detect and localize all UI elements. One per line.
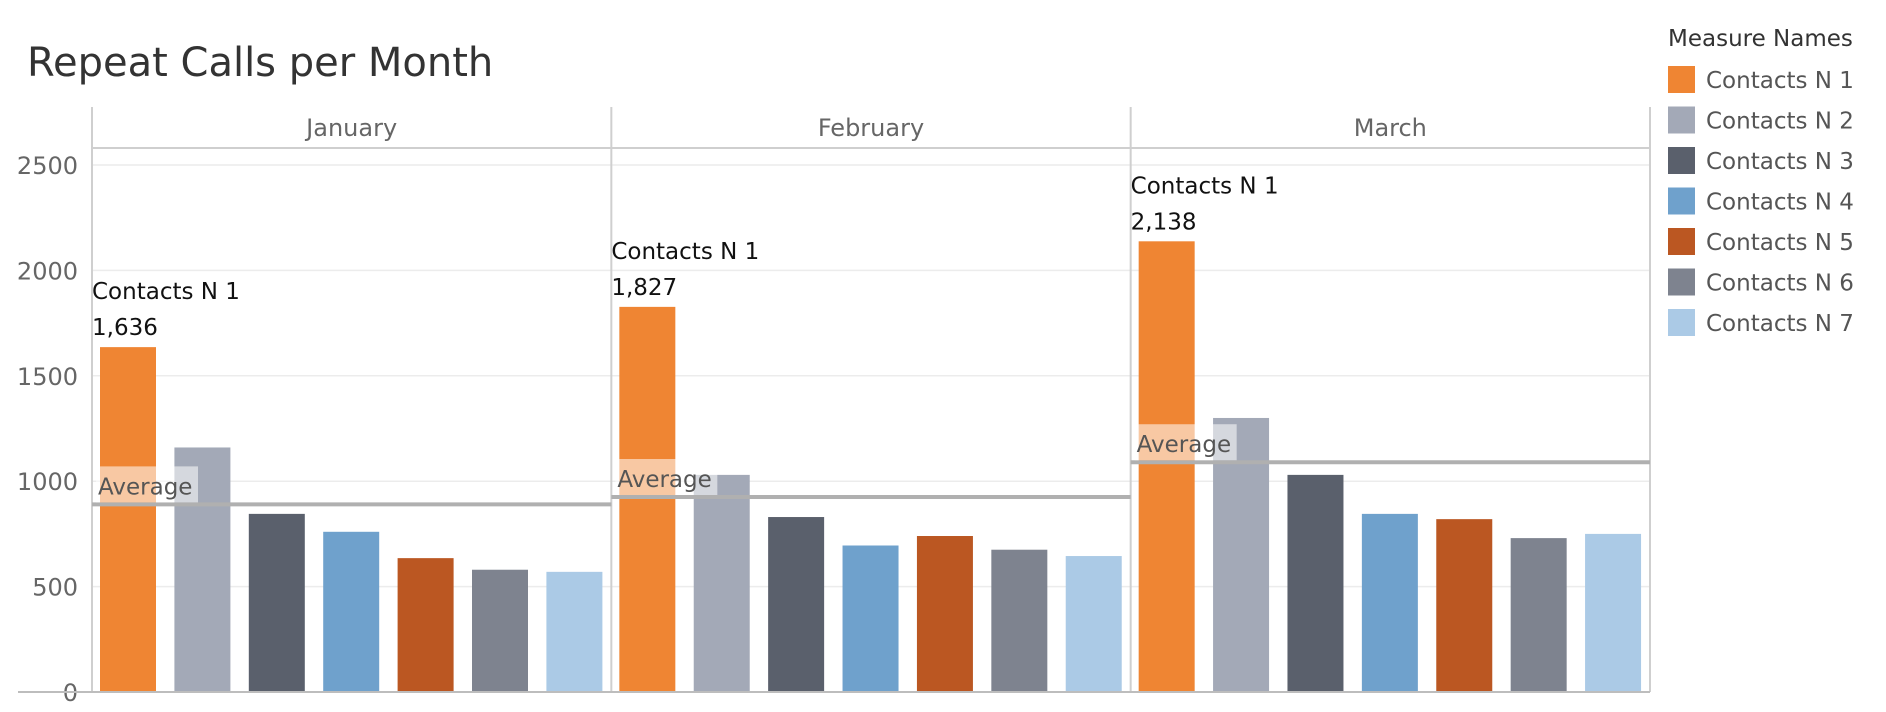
bar <box>1585 533 1642 692</box>
bar <box>768 517 825 692</box>
y-tick-label: 500 <box>32 574 78 602</box>
annotation-value: 1,636 <box>92 315 158 341</box>
bar <box>546 571 603 692</box>
legend: Contacts N 1 Contacts N 2 Contacts N 3 Cont… <box>1668 66 1854 337</box>
legend-swatch <box>1668 268 1695 296</box>
average-label: Average <box>1137 432 1231 458</box>
legend-item-label: Contacts N 2 <box>1706 109 1854 135</box>
bar <box>397 558 454 692</box>
legend-item-label: Contacts N 7 <box>1706 311 1854 337</box>
y-tick-label: 2500 <box>17 152 78 180</box>
bar <box>1138 241 1195 692</box>
bar <box>1510 538 1567 692</box>
bar <box>1065 556 1122 692</box>
legend-swatch <box>1668 147 1695 174</box>
legend-item-label: Contacts N 3 <box>1706 149 1854 175</box>
y-tick-label: 2000 <box>17 257 78 285</box>
legend-item-label: Contacts N 6 <box>1706 271 1854 297</box>
annotation-series-label: Contacts N 1 <box>611 239 759 265</box>
month-header: March <box>1354 114 1427 142</box>
bar <box>100 347 156 692</box>
average-label: Average <box>617 467 711 493</box>
average-label-bg <box>615 459 718 496</box>
bar <box>1287 474 1344 692</box>
legend-title: Measure Names <box>1668 26 1853 52</box>
annotation-value: 1,827 <box>611 275 677 301</box>
legend-item-label: Contacts N 1 <box>1706 68 1854 94</box>
bar <box>991 549 1048 692</box>
legend-item-label: Contacts N 4 <box>1706 190 1854 216</box>
y-tick-label: 1000 <box>17 468 78 496</box>
y-tick-label: 1500 <box>17 363 78 391</box>
bar <box>619 306 676 692</box>
annotation-value: 2,138 <box>1131 209 1197 235</box>
bar <box>1436 519 1493 692</box>
legend-swatch <box>1668 228 1695 255</box>
legend-swatch <box>1668 106 1695 134</box>
bar <box>693 474 750 692</box>
legend-swatch <box>1668 309 1695 336</box>
chart-title: Repeat Calls per Month <box>27 40 493 86</box>
average-label-bg <box>96 466 198 503</box>
bar <box>472 569 528 692</box>
annotation-series-label: Contacts N 1 <box>1131 173 1279 199</box>
bar <box>1361 513 1418 692</box>
average-label-bg <box>1134 424 1237 461</box>
average-label: Average <box>98 474 192 500</box>
month-header: January <box>304 114 397 142</box>
bar <box>916 536 973 692</box>
legend-swatch <box>1668 187 1695 215</box>
plot-area: 05001000150020002500JanuaryFebruaryMarch… <box>17 107 1651 707</box>
bar <box>323 531 380 692</box>
annotation-series-label: Contacts N 1 <box>92 279 240 305</box>
month-header: February <box>818 114 924 142</box>
bar <box>248 513 305 692</box>
legend-item-label: Contacts N 5 <box>1706 230 1854 256</box>
legend-swatch <box>1668 66 1695 93</box>
bar <box>842 545 899 692</box>
